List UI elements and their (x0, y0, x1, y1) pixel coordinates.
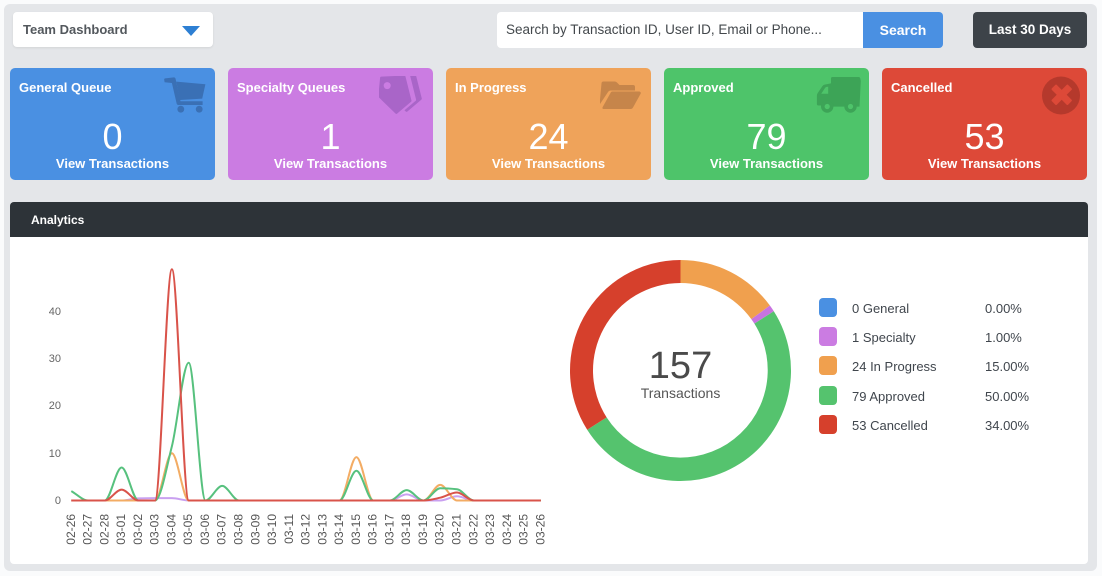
svg-text:03-07: 03-07 (215, 514, 229, 545)
svg-text:03-22: 03-22 (466, 514, 480, 545)
svg-text:10: 10 (49, 448, 61, 460)
svg-text:03-03: 03-03 (148, 514, 162, 545)
svg-text:03-04: 03-04 (164, 514, 178, 545)
svg-text:02-26: 02-26 (64, 514, 78, 545)
svg-text:03-05: 03-05 (181, 514, 195, 545)
svg-text:03-11: 03-11 (282, 514, 296, 544)
svg-text:03-21: 03-21 (450, 514, 464, 545)
svg-text:03-12: 03-12 (299, 514, 313, 545)
svg-text:03-18: 03-18 (399, 514, 413, 545)
svg-text:03-01: 03-01 (114, 514, 128, 545)
svg-text:03-02: 03-02 (131, 514, 145, 545)
svg-text:03-26: 03-26 (533, 514, 547, 545)
svg-text:02-27: 02-27 (81, 514, 95, 545)
svg-text:03-06: 03-06 (198, 514, 212, 545)
svg-text:03-17: 03-17 (382, 514, 396, 545)
svg-text:03-25: 03-25 (517, 514, 531, 545)
svg-text:03-10: 03-10 (265, 514, 279, 545)
svg-text:03-08: 03-08 (232, 514, 246, 545)
svg-text:40: 40 (49, 306, 61, 318)
svg-text:03-24: 03-24 (500, 514, 514, 545)
svg-text:03-20: 03-20 (433, 514, 447, 545)
svg-text:03-14: 03-14 (332, 514, 346, 545)
svg-text:03-09: 03-09 (248, 514, 262, 545)
svg-text:20: 20 (49, 400, 61, 412)
svg-text:03-23: 03-23 (483, 514, 497, 545)
svg-text:03-13: 03-13 (315, 514, 329, 545)
svg-text:30: 30 (49, 353, 61, 365)
svg-text:03-15: 03-15 (349, 514, 363, 545)
svg-text:02-28: 02-28 (97, 514, 111, 545)
svg-text:03-19: 03-19 (416, 514, 430, 545)
svg-text:0: 0 (55, 495, 61, 507)
svg-text:03-16: 03-16 (366, 514, 380, 545)
svg-text:157: 157 (649, 345, 712, 387)
svg-text:Transactions: Transactions (641, 385, 721, 401)
